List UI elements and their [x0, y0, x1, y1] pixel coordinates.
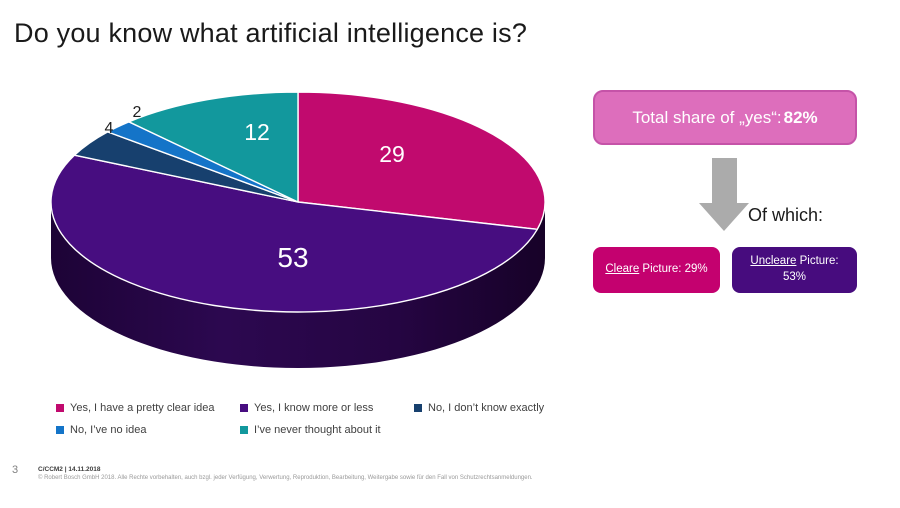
pie-value-label: 12	[244, 119, 270, 145]
pie-value-label: 2	[133, 104, 142, 121]
total-share-box[interactable]: Total share of „yes“: 82%	[593, 90, 857, 145]
clear-picture-underlined: Cleare	[605, 263, 640, 276]
of-which-label: Of which:	[748, 205, 824, 225]
legend-item[interactable]: Yes, I have a pretty clear idea	[56, 402, 232, 414]
clear-picture-rest: Picture: 29%	[639, 263, 708, 276]
footer: C/CCM2 | 14.11.2018 © Robert Bosch GmbH …	[38, 466, 598, 481]
pie-side	[51, 202, 545, 368]
legend-marker	[56, 404, 64, 412]
pie-value-label: 29	[379, 141, 405, 167]
legend-marker	[56, 426, 64, 434]
legend-marker	[240, 426, 248, 434]
unclear-picture-box[interactable]: Uncleare Picture: 53%	[732, 247, 857, 293]
pie-slice[interactable]	[297, 91, 546, 231]
legend-marker	[240, 404, 248, 412]
chart-legend: Yes, I have a pretty clear idea Yes, I kn…	[56, 402, 546, 436]
total-share-value: 82%	[783, 107, 818, 127]
unclear-picture-underlined: Uncleare	[750, 255, 797, 268]
footer-classification: C/CCM2 | 14.11.2018	[38, 466, 101, 473]
legend-label: No, I’ve no idea	[70, 424, 147, 436]
legend-label: Yes, I know more or less	[254, 402, 374, 414]
legend-label: I’ve never thought about it	[254, 424, 381, 436]
pie-value-label: 53	[277, 242, 308, 273]
legend-label: No, I don’t know exactly	[428, 402, 545, 414]
legend-item[interactable]: Yes, I know more or less	[240, 402, 406, 414]
pie-slice[interactable]	[128, 91, 299, 203]
slide-title: Do you know what artificial intelligence…	[14, 18, 528, 48]
down-arrow-icon	[698, 156, 752, 234]
pie-value-label: 4	[105, 120, 114, 137]
pie-slice[interactable]	[50, 154, 538, 313]
legend-label: Yes, I have a pretty clear idea	[70, 402, 215, 414]
legend-item[interactable]: I’ve never thought about it	[240, 424, 406, 436]
footer-copyright: © Robert Bosch GmbH 2018. Alle Rechte vo…	[38, 475, 533, 481]
legend-item[interactable]: No, I’ve no idea	[56, 424, 232, 436]
total-share-text: Total share of „yes“:	[632, 107, 782, 127]
unclear-picture-rest: Picture: 53%	[782, 255, 839, 283]
legend-item[interactable]: No, I don’t know exactly	[414, 402, 546, 414]
page-number: 3	[12, 464, 19, 476]
clear-picture-box[interactable]: Cleare Picture: 29%	[593, 247, 720, 293]
legend-marker	[414, 404, 422, 412]
